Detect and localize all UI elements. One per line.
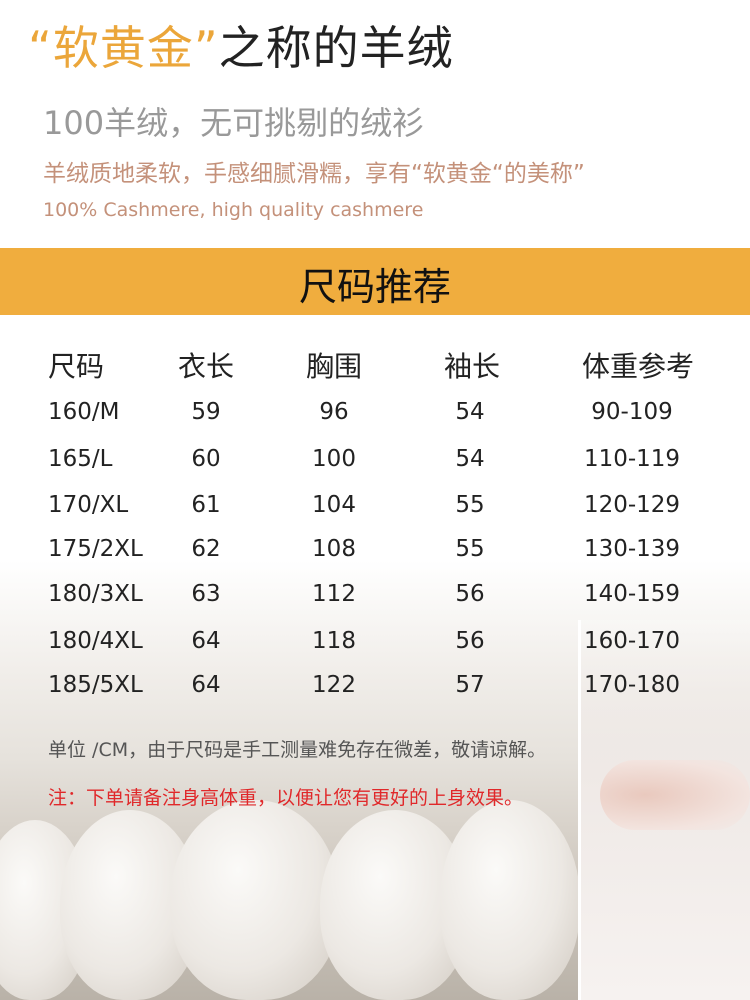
table-cell: 118 [312,628,356,654]
table-cell: 56 [455,628,485,654]
unit-note: 单位 /CM，由于尺码是手工测量难免存在微差，敬请谅解。 [48,739,547,761]
title-rest: 之称的羊绒 [218,21,454,75]
column-header: 衣长 [178,350,235,383]
table-cell: 63 [191,581,221,607]
title-highlight: “软黄金” [28,21,219,75]
table-cell: 108 [312,536,356,562]
table-cell: 112 [312,581,356,607]
table-cell: 165/L [48,446,113,472]
table-cell: 175/2XL [48,536,143,562]
table-cell: 96 [319,399,349,425]
table-cell: 59 [191,399,221,425]
tagline-en: 100% Cashmere, high quality cashmere [43,199,424,221]
hand-photo [600,760,750,830]
table-cell: 100 [312,446,356,472]
table-cell: 62 [191,536,221,562]
table-cell: 130-139 [583,536,681,562]
table-cell: 180/4XL [48,628,143,654]
banner-label: 尺码推荐 [298,265,451,309]
table-cell: 61 [191,492,221,518]
column-header: 体重参考 [582,350,695,383]
page-title: “软黄金”之称的羊绒 [28,12,454,78]
table-cell: 64 [191,628,221,654]
subtitle: 100羊绒，无可挑剔的绒衫 [43,104,425,142]
table-cell: 55 [455,536,485,562]
table-cell: 55 [455,492,485,518]
order-note: 注：下单请备注身高体重，以便让您有更好的上身效果。 [48,787,524,809]
table-cell: 60 [191,446,221,472]
table-cell: 90-109 [591,399,673,425]
table-cell: 104 [312,492,356,518]
tagline: 羊绒质地柔软，手感细腻滑糯，享有“软黄金“的美称” [43,161,585,187]
table-cell: 122 [312,672,356,698]
column-header: 尺码 [48,350,105,383]
column-header: 袖长 [444,350,501,383]
table-cell: 54 [455,446,485,472]
table-cell: 140-159 [583,581,681,607]
size-banner: 尺码推荐 [0,248,750,315]
table-cell: 54 [455,399,485,425]
table-cell: 57 [455,672,485,698]
table-cell: 160/M [48,399,120,425]
table-cell: 110-119 [583,446,681,472]
table-cell: 160-170 [583,628,681,654]
table-cell: 180/3XL [48,581,143,607]
table-cell: 185/5XL [48,672,143,698]
table-cell: 56 [455,581,485,607]
table-cell: 64 [191,672,221,698]
table-cell: 120-129 [583,492,681,518]
table-cell: 170-180 [583,672,681,698]
table-cell: 170/XL [48,492,129,518]
column-header: 胸围 [306,350,363,383]
